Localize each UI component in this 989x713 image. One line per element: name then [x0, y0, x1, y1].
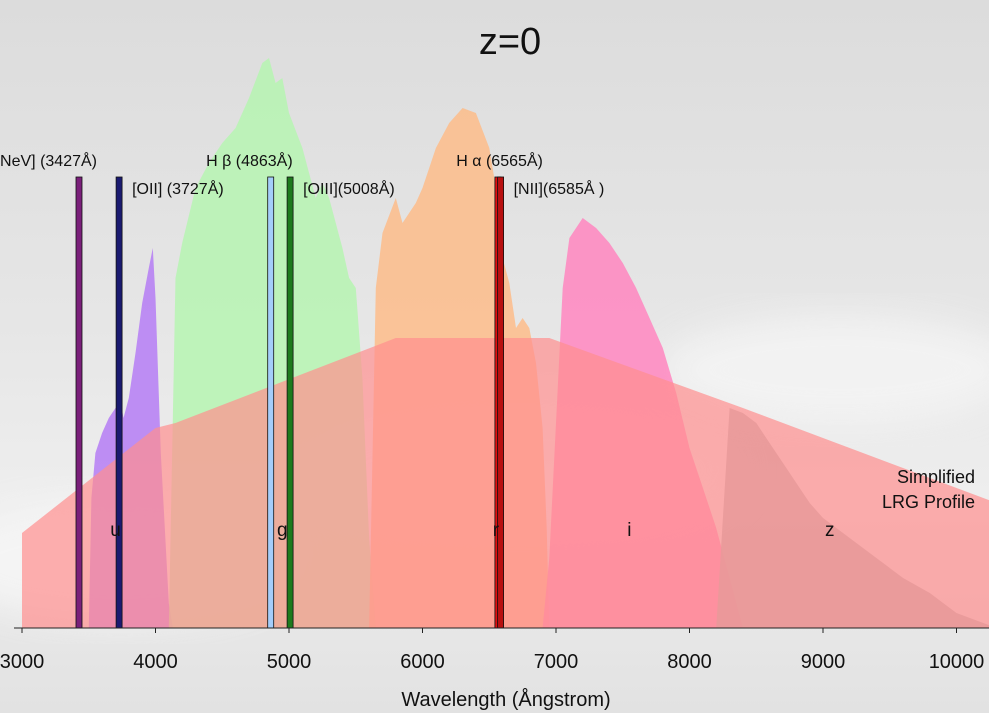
emission-lines	[75, 176, 505, 629]
emission-line-label: H α (6565Å)	[456, 151, 543, 170]
band-label-z: z	[825, 520, 835, 541]
x-tick-label: 8000	[667, 651, 712, 673]
x-tick-label: 6000	[400, 651, 445, 673]
x-tick-label: 5000	[267, 651, 312, 673]
emission-line-label: [OIII](5008Å)	[303, 179, 395, 198]
emission-line-bar	[286, 176, 294, 629]
emission-line-bar	[267, 176, 275, 629]
band-label-r: r	[493, 520, 500, 541]
x-tick-label: 4000	[133, 651, 178, 673]
emission-line-bar	[115, 176, 123, 629]
chart-labels: u g r i z Simplified LRG Profile [NeV] (3427Å) […	[0, 151, 975, 541]
chart-title: z=0	[479, 21, 541, 63]
x-axis-label: Wavelength (Ångstrom)	[401, 688, 610, 711]
band-label-i: i	[627, 520, 631, 541]
lrg-profile-label: Simplified	[897, 467, 975, 487]
x-axis-ticks: 3000 4000 5000 6000 7000 8000 9000 10000	[0, 628, 984, 673]
lrg-profile-label: LRG Profile	[882, 492, 975, 512]
x-tick-label: 10000	[929, 651, 985, 673]
emission-line-label: [NII](6585Å )	[514, 179, 605, 198]
emission-line-bar	[75, 176, 83, 629]
x-tick-label: 3000	[0, 651, 44, 673]
emission-line-label: H β (4863Å)	[206, 151, 293, 170]
x-tick-label: 7000	[534, 651, 579, 673]
lrg-profile-area	[22, 338, 989, 628]
lrg-profile	[22, 338, 989, 628]
band-label-g: g	[277, 520, 288, 541]
emission-line-label: [OII] (3727Å)	[132, 179, 224, 198]
band-label-u: u	[110, 520, 121, 541]
emission-line-bar	[497, 176, 505, 629]
x-tick-label: 9000	[801, 651, 846, 673]
emission-line-label: [NeV] (3427Å)	[0, 151, 97, 170]
